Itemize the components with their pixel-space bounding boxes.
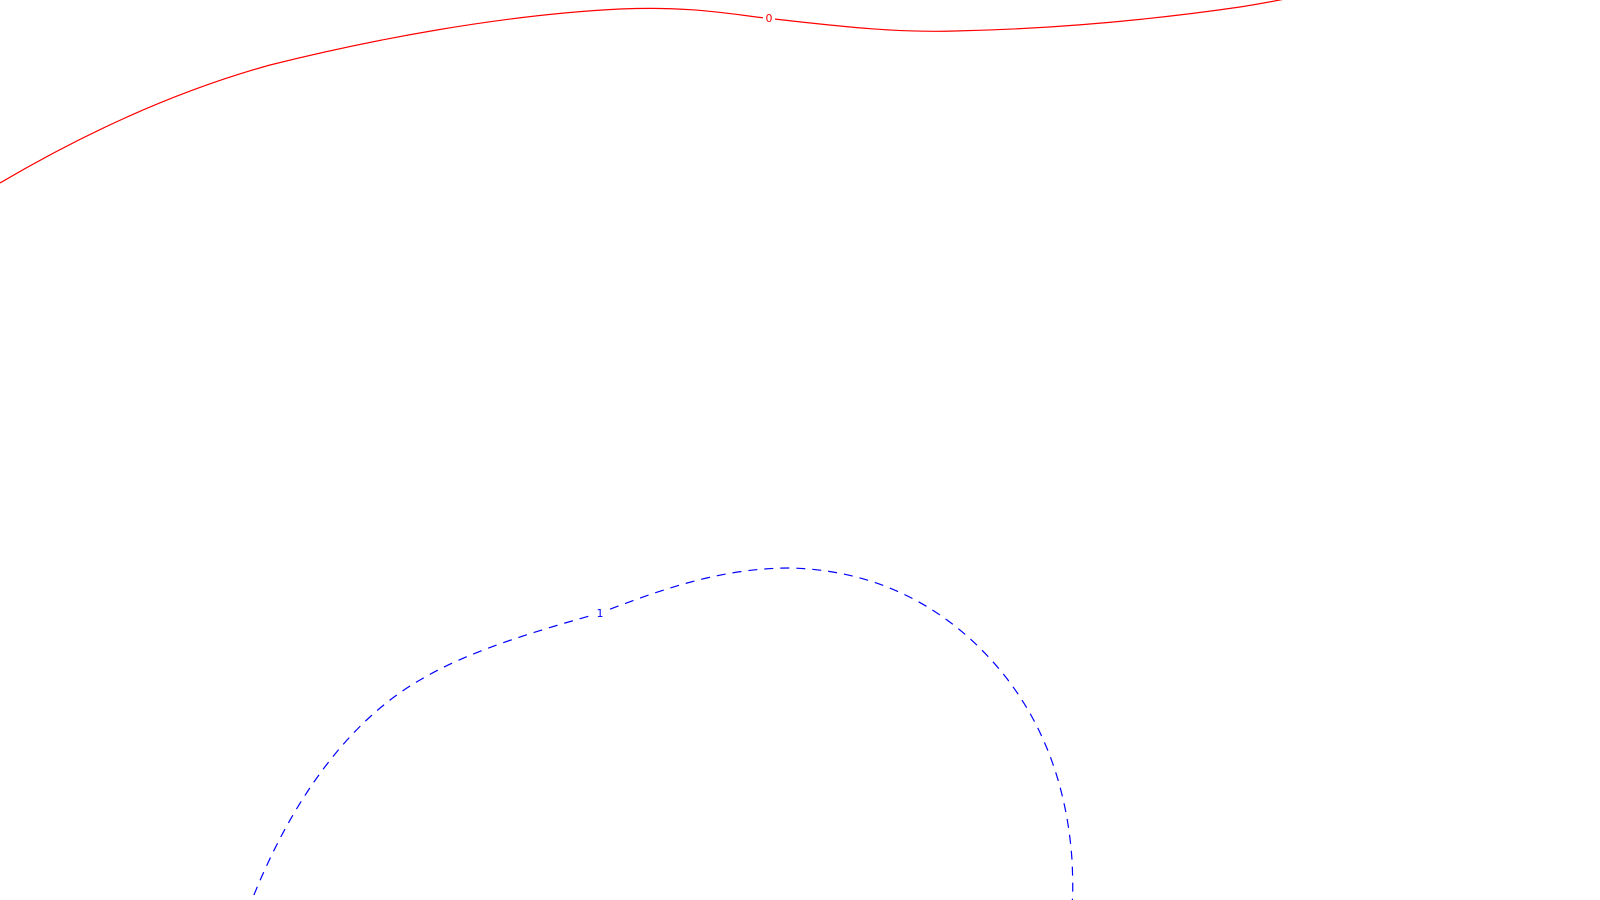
contour-label-1-background — [594, 605, 606, 619]
contour-label-0-background — [763, 10, 775, 24]
contour-line-level-0 — [0, 0, 1283, 184]
contour-label-0: 0 — [766, 12, 773, 25]
contour-label-1: 1 — [597, 607, 604, 620]
contour-line-level-1 — [251, 567, 1074, 900]
